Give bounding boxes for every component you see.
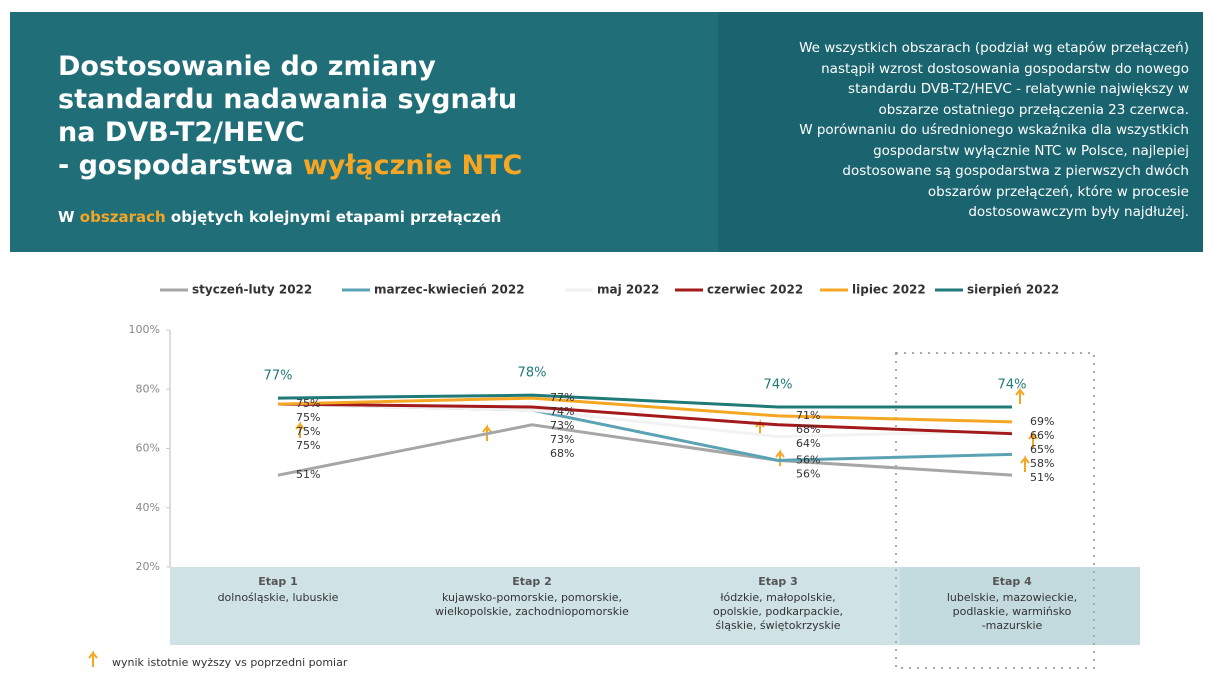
description-line: W porównaniu do uśrednionego wskaźnika d… <box>799 122 1189 138</box>
stage-regions: wielkopolskie, zachodniopomorskie <box>435 605 629 618</box>
stage-regions: śląskie, świętokrzyskie <box>715 619 840 632</box>
description-line: dostosowane są gospodarstwa z pierwszych… <box>842 163 1189 179</box>
y-tick-label: 80% <box>136 382 160 395</box>
legend-label: marzec-kwiecień 2022 <box>374 283 525 297</box>
subtitle: W obszarach objętych kolejnymi etapami p… <box>58 208 501 226</box>
y-tick-label: 60% <box>136 442 160 455</box>
data-label: 75% <box>296 439 320 452</box>
data-label: 58% <box>1030 457 1054 470</box>
series-line <box>277 423 1013 477</box>
stage-regions: dolnośląskie, lubuskie <box>218 591 339 604</box>
legend-label: lipiec 2022 <box>852 283 926 297</box>
legend-label: sierpień 2022 <box>967 283 1059 297</box>
data-label: 68% <box>796 423 820 436</box>
series-line <box>277 396 1013 424</box>
stage-band <box>170 567 900 645</box>
stage-regions: lubelskie, mazowieckie, <box>947 591 1077 604</box>
legend-label: styczeń-luty 2022 <box>192 283 312 297</box>
stage-label: Etap 3 <box>758 575 798 588</box>
description: We wszystkich obszarach (podział wg etap… <box>718 12 1203 252</box>
header: Dostosowanie do zmiany standardu nadawan… <box>10 12 1203 252</box>
series-line <box>277 393 1012 409</box>
description-line: obszarze ostatniego przełączenia 23 czer… <box>878 101 1189 118</box>
data-label: 75% <box>296 397 320 410</box>
subtitle-text: W <box>58 208 80 226</box>
data-label: 75% <box>296 425 320 438</box>
stage-label: Etap 4 <box>992 575 1032 588</box>
title-line: na DVB-T2/HEVC <box>58 117 305 148</box>
description-line: nastąpił wzrost dostosowania gospodarstw… <box>821 60 1189 77</box>
stage-label: Etap 1 <box>258 575 298 588</box>
stage-regions: łódzkie, małopolskie, <box>720 591 835 604</box>
stage-band <box>900 567 1140 645</box>
footnote: wynik istotnie wyższy vs poprzedni pomia… <box>112 656 348 669</box>
data-label: 74% <box>550 405 574 418</box>
subtitle-highlight: obszarach <box>79 208 166 226</box>
data-label: 68% <box>550 447 574 460</box>
title-line: Dostosowanie do zmiany <box>58 51 436 82</box>
description-line: obszarów przełączeń, które w procesie <box>927 183 1189 200</box>
data-label: 73% <box>550 433 574 446</box>
y-tick-label: 100% <box>129 323 160 336</box>
subtitle-text: objętych kolejnymi etapami przełączeń <box>165 208 502 226</box>
title-text: - gospodarstwa <box>58 150 303 181</box>
data-label: 74% <box>764 378 793 393</box>
y-tick-label: 20% <box>136 560 160 573</box>
data-label: 69% <box>1030 415 1054 428</box>
title: Dostosowanie do zmiany standardu nadawan… <box>58 50 522 182</box>
data-label: 51% <box>296 468 320 481</box>
title-line: standardu nadawania sygnału <box>58 84 518 115</box>
title-highlight: wyłącznie NTC <box>302 150 523 181</box>
data-label: 56% <box>796 467 820 480</box>
data-label: 51% <box>1030 471 1054 484</box>
series-line <box>277 402 1013 436</box>
description-line: gospodarstw wyłącznie NTC w Polsce, najl… <box>873 142 1189 159</box>
description-line: standardu DVB-T2/HEVC - relatywnie najwi… <box>848 81 1189 97</box>
description-line: dostosowawczym były najdłużej. <box>968 204 1189 220</box>
stage-regions: kujawsko-pomorskie, pomorskie, <box>442 591 622 604</box>
data-label: 71% <box>796 409 820 422</box>
data-label: 78% <box>518 366 547 381</box>
data-label: 65% <box>1030 443 1054 456</box>
stage-regions: podlaskie, warmińsko <box>953 605 1072 618</box>
legend-label: czerwiec 2022 <box>707 283 803 297</box>
data-label: 73% <box>550 419 574 432</box>
data-label: 64% <box>796 437 820 450</box>
data-label: 66% <box>1030 429 1054 442</box>
stage-regions: -mazurskie <box>982 619 1043 632</box>
legend-label: maj 2022 <box>597 283 659 297</box>
description-line: We wszystkich obszarach (podział wg etap… <box>799 40 1189 56</box>
data-label: 74% <box>998 378 1027 393</box>
stage-label: Etap 2 <box>512 575 552 588</box>
y-tick-label: 40% <box>136 501 160 514</box>
data-label: 77% <box>550 391 574 404</box>
title-line: - gospodarstwa wyłącznie NTC <box>58 149 522 182</box>
data-label: 75% <box>296 411 320 424</box>
stage-regions: opolskie, podkarpackie, <box>713 605 843 618</box>
data-label: 77% <box>264 369 293 384</box>
data-label: 56% <box>796 453 820 466</box>
